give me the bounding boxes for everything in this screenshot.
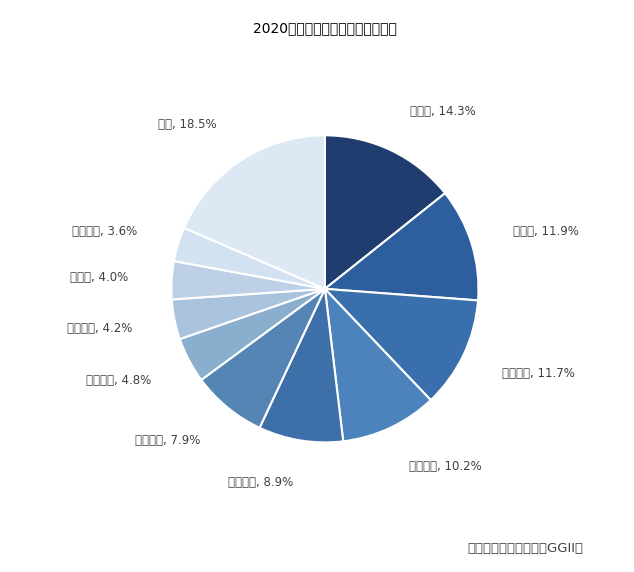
Text: 浦项化学, 7.9%: 浦项化学, 7.9%	[135, 434, 200, 447]
Text: 数据来源：高工锂电（GGII）: 数据来源：高工锂电（GGII）	[467, 542, 583, 555]
Text: 瑞泰来, 11.9%: 瑞泰来, 11.9%	[513, 225, 579, 237]
Text: 尚太科技, 4.2%: 尚太科技, 4.2%	[67, 321, 133, 335]
Wedge shape	[325, 289, 430, 442]
Text: 日立化成, 10.2%: 日立化成, 10.2%	[408, 460, 481, 473]
Text: 三菱化学, 3.6%: 三菱化学, 3.6%	[72, 225, 137, 238]
Title: 2020年全球负极材料市场竞争情况: 2020年全球负极材料市场竞争情况	[253, 21, 397, 35]
Text: 其他, 18.5%: 其他, 18.5%	[158, 118, 217, 131]
Wedge shape	[172, 289, 325, 339]
Wedge shape	[325, 289, 478, 400]
Wedge shape	[174, 228, 325, 289]
Text: 翔丰华, 4.0%: 翔丰华, 4.0%	[70, 271, 129, 284]
Text: 杉杉股份, 11.7%: 杉杉股份, 11.7%	[503, 367, 576, 380]
Wedge shape	[184, 136, 325, 289]
Wedge shape	[259, 289, 343, 442]
Wedge shape	[180, 289, 325, 380]
Text: 中科电气, 4.8%: 中科电气, 4.8%	[86, 374, 151, 387]
Wedge shape	[201, 289, 325, 428]
Wedge shape	[325, 136, 445, 289]
Text: 凯金能源, 8.9%: 凯金能源, 8.9%	[228, 476, 294, 490]
Wedge shape	[171, 261, 325, 300]
Text: 贝特瑞, 14.3%: 贝特瑞, 14.3%	[410, 105, 476, 118]
Wedge shape	[325, 193, 479, 300]
